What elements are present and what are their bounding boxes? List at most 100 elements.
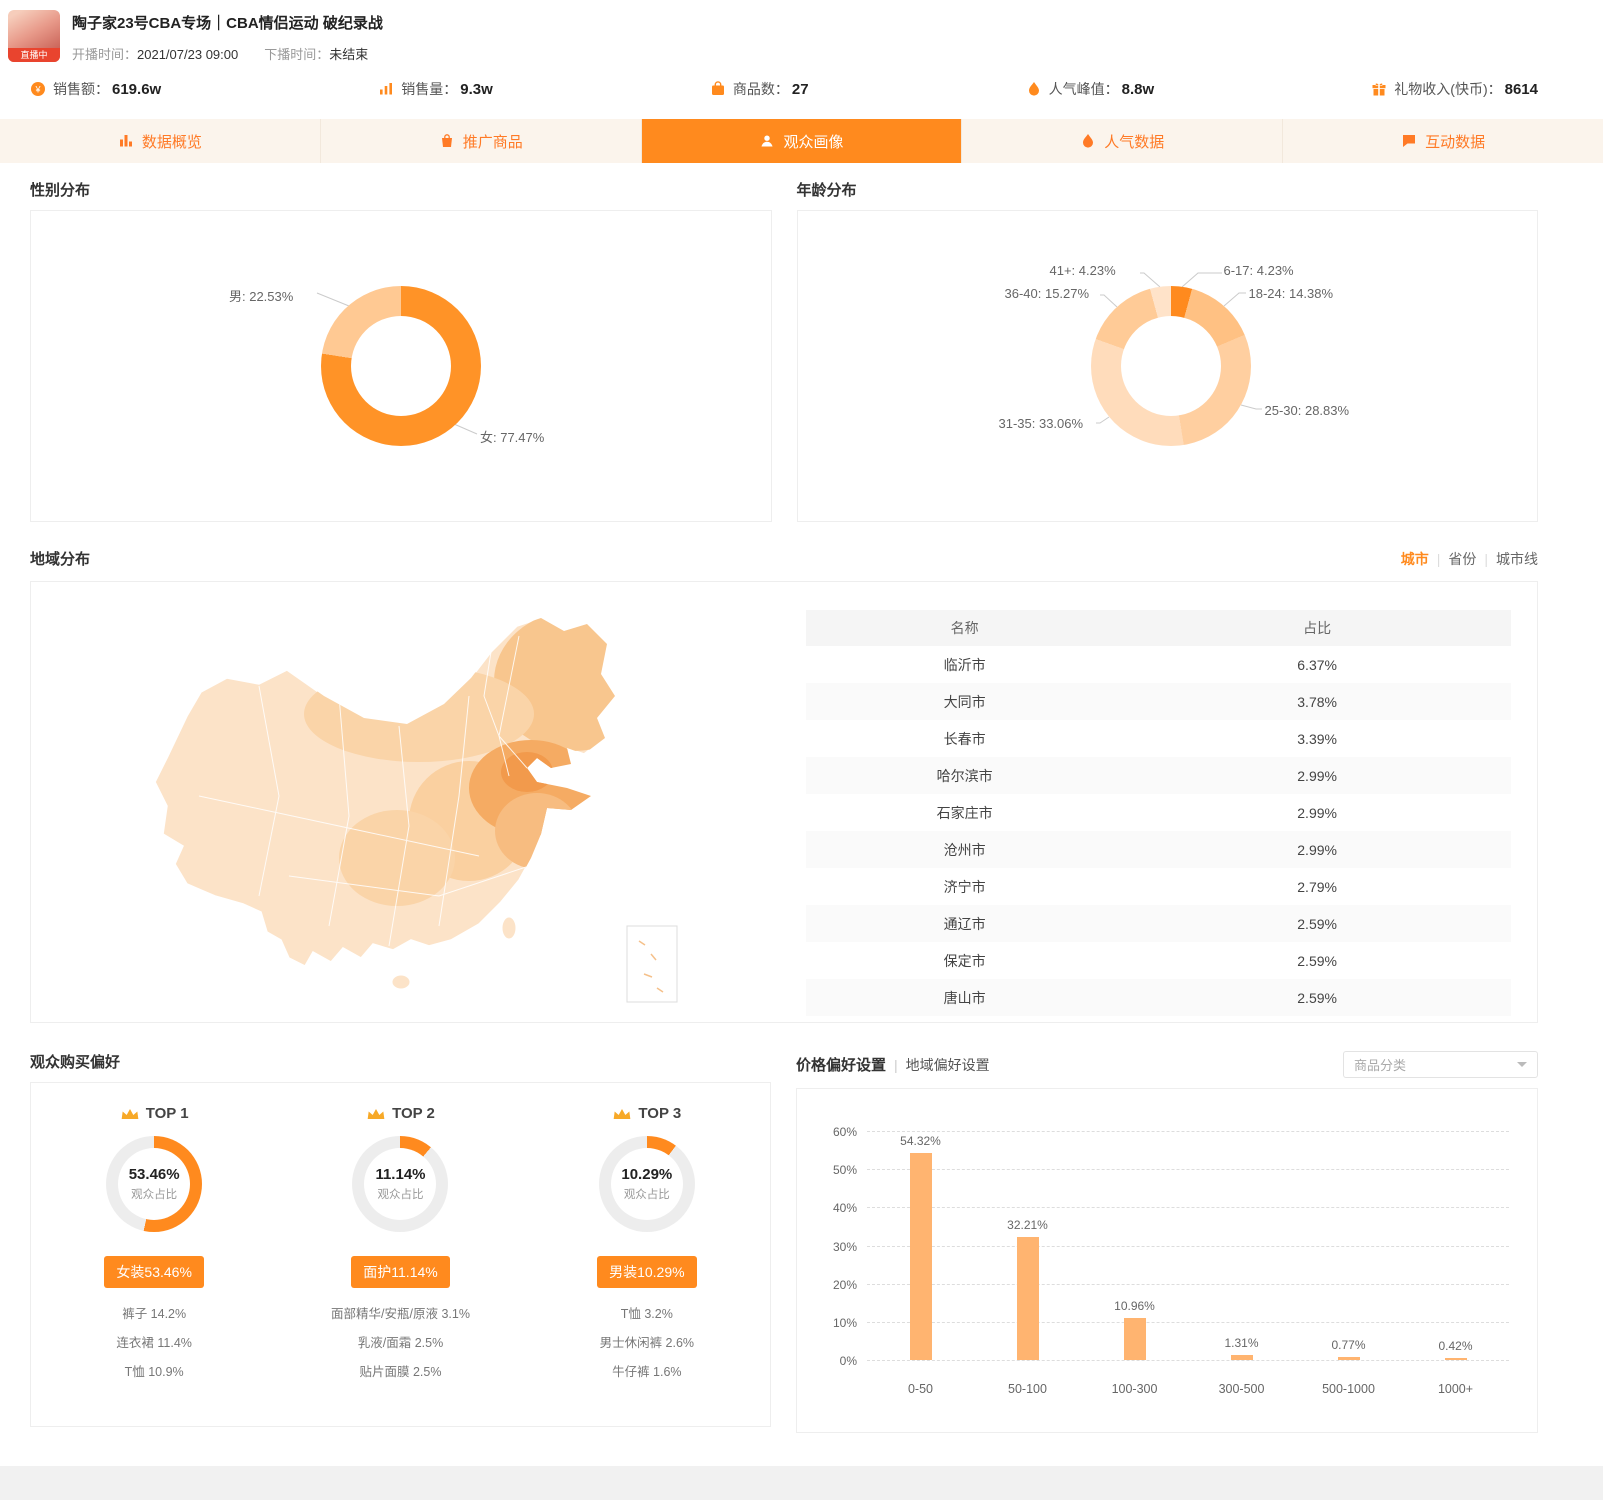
- top-ring-hole: 53.46% 观众占比: [118, 1148, 191, 1220]
- gridline: 20%: [833, 1278, 1509, 1292]
- region-table: 名称 占比 临沂市 6.37% 大同市 3.78% 长春市 3.39% 哈尔滨市 2.9…: [806, 610, 1511, 1022]
- table-row: 石家庄市 2.99%: [806, 794, 1511, 831]
- city-name: 保定市: [943, 952, 986, 969]
- age-label-6-17: 6-17: 4.23%: [1223, 263, 1294, 278]
- price-preference-title: 价格偏好设置: [796, 1057, 887, 1074]
- tab-audience-profile[interactable]: 观众画像: [641, 119, 963, 163]
- price-bar-value: 0.77%: [1331, 1338, 1366, 1353]
- tab-popularity-data[interactable]: 人气数据: [962, 119, 1284, 163]
- price-bar-slot: 0.77%: [1295, 1131, 1402, 1360]
- city-share: 3.39%: [1297, 730, 1337, 747]
- top-percent: 11.14%: [375, 1166, 426, 1183]
- table-row: 长春市 3.39%: [806, 720, 1511, 757]
- city-name: 石家庄市: [936, 804, 993, 821]
- region-link-city-tier[interactable]: 城市线: [1496, 550, 1538, 567]
- price-bar: [1444, 1358, 1467, 1360]
- top-ring: 11.14% 观众占比: [352, 1136, 449, 1232]
- tab-label: 数据概览: [141, 133, 202, 151]
- stat-label: 销售量：: [401, 81, 458, 97]
- top1-column: TOP 1 53.46% 观众占比 女装53.46% 裤子 14.2% 连衣裙 …: [31, 1105, 277, 1426]
- gridline: 10%: [833, 1316, 1509, 1330]
- x-tick-label: 0-50: [907, 1382, 934, 1396]
- city-share: 6.37%: [1297, 656, 1337, 673]
- gender-label-male: 男: 22.53%: [229, 289, 294, 304]
- page-footer-strip: [0, 1466, 1603, 1500]
- china-map-wrap: [31, 582, 806, 1022]
- separator: |: [1484, 550, 1488, 567]
- region-link-city[interactable]: 城市: [1400, 550, 1429, 567]
- top-rank-label: TOP 1: [145, 1105, 189, 1122]
- x-tick-label: 50-100: [1008, 1382, 1047, 1396]
- stat-value: 8.8w: [1121, 80, 1155, 98]
- age-section-title: 年龄分布: [796, 182, 857, 199]
- streamer-avatar[interactable]: 直播中: [8, 10, 60, 62]
- top3-column: TOP 3 10.29% 观众占比 男装10.29% T恤 3.2% 男士休闲裤…: [524, 1105, 770, 1426]
- stat-gift-income: 礼物收入(快币)： 8614: [1371, 79, 1538, 99]
- stat-label: 人气峰值：: [1048, 81, 1119, 97]
- region-section-title: 地域分布: [30, 551, 91, 568]
- tab-promoted-goods[interactable]: 推广商品: [321, 119, 642, 163]
- stream-title: 陶子家23号CBA专场｜CBA情侣运动 破纪录战: [72, 15, 383, 32]
- city-name: 济宁市: [943, 878, 986, 895]
- stat-value: 619.6w: [112, 80, 162, 98]
- goods-icon: [710, 81, 726, 97]
- top-percent: 53.46%: [128, 1166, 180, 1183]
- region-link-province[interactable]: 省份: [1448, 550, 1477, 567]
- tab-interaction-data[interactable]: 互动数据: [1283, 119, 1603, 163]
- stream-times: 开播时间：2021/07/23 09:00 下播时间：未结束: [72, 44, 383, 63]
- y-tick-label: 60%: [832, 1125, 857, 1139]
- age-donut: [1090, 286, 1251, 446]
- top-sub-item: 面部精华/安瓶/原液 3.1%: [331, 1307, 470, 1321]
- stat-value: 9.3w: [460, 80, 493, 98]
- top-sub-item: 连衣裙 11.4%: [116, 1336, 192, 1350]
- crown-icon: [614, 1108, 631, 1119]
- kpi-bar: ¥ 销售额： 619.6w 销售量： 9.3w 商品数： 27 人气峰值： 8.8w 礼…: [0, 79, 1603, 99]
- purchase-section-title: 观众购买偏好: [30, 1054, 121, 1071]
- top-category-tag: 女装53.46%: [104, 1256, 204, 1288]
- stream-header: 直播中 陶子家23号CBA专场｜CBA情侣运动 破纪录战 开播时间：2021/0…: [0, 0, 1603, 63]
- x-tick-label: 300-500: [1218, 1382, 1265, 1396]
- table-row: 沧州市 2.99%: [806, 831, 1511, 868]
- gender-chart-box: 男: 22.53% 女: 77.47%: [30, 210, 772, 522]
- age-label-31-35: 31-35: 33.06%: [998, 416, 1084, 431]
- coin-icon: ¥: [30, 81, 46, 97]
- region-preference-title[interactable]: 地域偏好设置: [905, 1056, 990, 1073]
- region-view-switch: 城市 | 省份 | 城市线: [1401, 549, 1538, 569]
- tab-label: 人气数据: [1104, 133, 1165, 151]
- price-bar-value: 32.21%: [1007, 1218, 1048, 1233]
- price-bar-slot: 54.32%: [867, 1131, 974, 1360]
- stat-label: 销售额：: [53, 81, 109, 97]
- top-sub-item: 贴片面膜 2.5%: [359, 1365, 442, 1379]
- crown-icon: [367, 1108, 385, 1119]
- start-time-label: 开播时间：: [72, 47, 138, 62]
- y-tick-label: 50%: [832, 1163, 857, 1178]
- table-row: 哈尔滨市 2.99%: [806, 757, 1511, 794]
- tab-data-overview[interactable]: 数据概览: [0, 119, 321, 163]
- price-bar-slot: 0.42%: [1402, 1131, 1509, 1360]
- crown-icon: [121, 1108, 139, 1119]
- city-name: 大同市: [806, 683, 1124, 720]
- gridline: 0%: [840, 1354, 1509, 1368]
- y-tick-label: 0%: [839, 1354, 857, 1368]
- shopping-bag-icon: [441, 134, 452, 147]
- city-name: 唐山市: [806, 979, 1124, 1016]
- category-dropdown[interactable]: 商品分类: [1343, 1051, 1538, 1078]
- col-header-name: 名称: [806, 610, 1124, 646]
- purchase-preference-box: TOP 1 53.46% 观众占比 女装53.46% 裤子 14.2% 连衣裙 …: [30, 1082, 771, 1427]
- stat-label: 商品数：: [732, 81, 789, 97]
- price-x-labels: 0-50 50-100 100-300 300-500 500-1000 100…: [867, 1382, 1509, 1396]
- price-bar-value: 10.96%: [1114, 1299, 1155, 1314]
- bar-chart-icon: [119, 135, 132, 147]
- stat-sales-amount: ¥ 销售额： 619.6w: [30, 79, 161, 99]
- top-ring: 53.46% 观众占比: [106, 1136, 203, 1232]
- start-time-value: 2021/07/23 09:00: [137, 47, 239, 62]
- end-time-label: 下播时间：: [264, 47, 330, 62]
- price-bar: [909, 1152, 932, 1360]
- gridline: 60%: [833, 1125, 1509, 1139]
- top-ring-hole: 11.14% 观众占比: [364, 1148, 437, 1220]
- city-share: 2.79%: [1297, 878, 1337, 895]
- top-percent: 10.29%: [621, 1166, 673, 1183]
- top-sub-item: 裤子 14.2%: [122, 1307, 187, 1321]
- top-sub-item: 乳液/面霜 2.5%: [357, 1336, 444, 1350]
- stat-value: 27: [791, 80, 809, 98]
